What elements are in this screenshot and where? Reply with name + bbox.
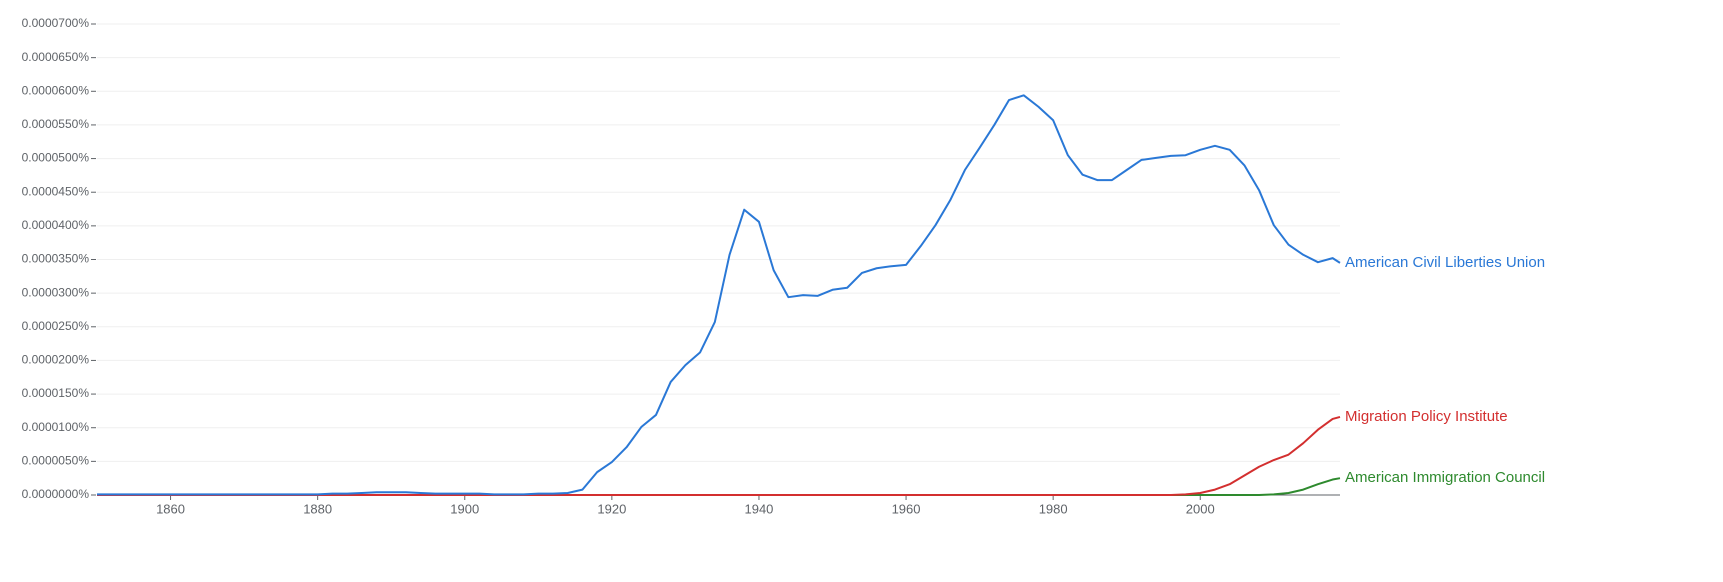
y-tick-label: 0.0000000%	[22, 487, 90, 501]
series-line	[97, 477, 1341, 496]
x-tick-label: 1880	[303, 501, 332, 516]
y-tick-label: 0.0000650%	[22, 50, 90, 64]
y-tick-label: 0.0000400%	[22, 218, 90, 232]
x-tick-label: 1920	[597, 501, 626, 516]
y-tick-label: 0.0000250%	[22, 319, 90, 333]
series-line	[97, 415, 1341, 496]
y-tick-label: 0.0000500%	[22, 151, 90, 165]
y-tick-label: 0.0000700%	[22, 16, 90, 30]
x-tick-label: 2000	[1186, 501, 1215, 516]
y-tick-label: 0.0000550%	[22, 117, 90, 131]
series-label: Migration Policy Institute	[1345, 408, 1508, 425]
series-label: American Immigration Council	[1345, 469, 1545, 486]
y-tick-label: 0.0000450%	[22, 184, 90, 198]
y-tick-label: 0.0000350%	[22, 252, 90, 266]
x-tick-label: 1940	[744, 501, 773, 516]
series-line	[97, 94, 1341, 496]
y-tick-label: 0.0000600%	[22, 83, 90, 97]
y-tick-label: 0.0000150%	[22, 386, 90, 400]
y-tick-label: 0.0000050%	[22, 454, 90, 468]
y-tick-label: 0.0000200%	[22, 353, 90, 367]
x-tick-label: 1980	[1039, 501, 1068, 516]
y-tick-label: 0.0000100%	[22, 420, 90, 434]
series-label: American Civil Liberties Union	[1345, 254, 1545, 271]
x-tick-label: 1860	[156, 501, 185, 516]
x-tick-label: 1900	[450, 501, 479, 516]
x-tick-label: 1960	[892, 501, 921, 516]
y-tick-label: 0.0000300%	[22, 285, 90, 299]
